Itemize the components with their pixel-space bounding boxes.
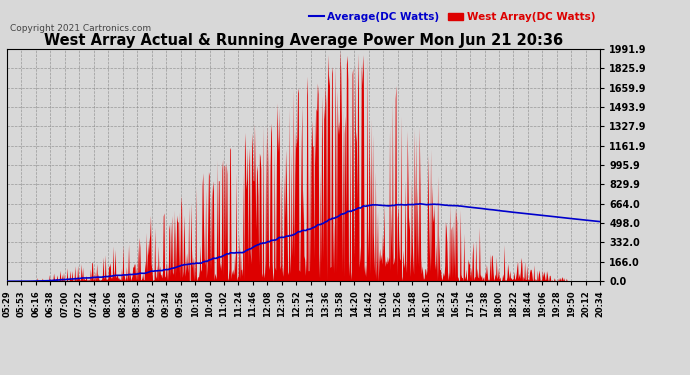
- Legend: Average(DC Watts), West Array(DC Watts): Average(DC Watts), West Array(DC Watts): [308, 12, 595, 22]
- Title: West Array Actual & Running Average Power Mon Jun 21 20:36: West Array Actual & Running Average Powe…: [44, 33, 563, 48]
- Text: Copyright 2021 Cartronics.com: Copyright 2021 Cartronics.com: [10, 24, 152, 33]
